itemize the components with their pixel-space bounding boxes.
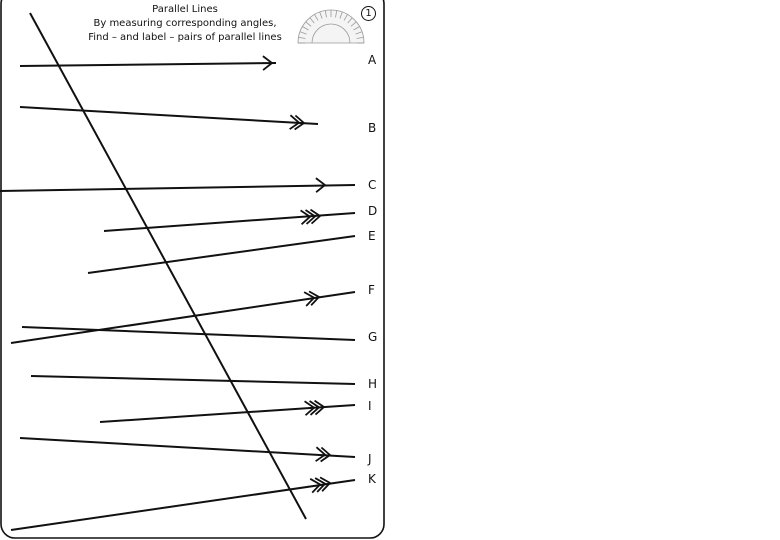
line-c-segment <box>0 184 356 192</box>
protractor-tick <box>302 26 309 31</box>
protractor-tick <box>319 11 323 19</box>
parallel-arrow-marker <box>305 209 317 225</box>
line-b <box>19 106 319 131</box>
transversal-line <box>29 12 307 520</box>
line-f <box>10 290 356 344</box>
line-label-f: F <box>368 283 375 297</box>
protractor-tick <box>353 26 360 31</box>
line-label-j: J <box>368 452 372 466</box>
parallel-arrow-marker <box>309 478 322 494</box>
line-e <box>87 235 356 274</box>
worksheet-border <box>0 0 385 539</box>
instruction-line-2: Find – and label – pairs of parallel lin… <box>88 32 282 43</box>
protractor-tick <box>347 17 353 24</box>
parallel-arrow-marker <box>289 114 301 130</box>
parallel-arrow-marker <box>309 400 321 416</box>
line-k-segment <box>10 479 356 531</box>
parallel-arrow-marker <box>303 291 316 307</box>
protractor-tick <box>356 36 364 39</box>
line-h <box>30 375 356 385</box>
line-label-b: B <box>368 121 377 135</box>
protractor-tick <box>309 17 315 24</box>
parallel-arrow-marker <box>315 446 327 462</box>
protractor-tick <box>335 10 338 18</box>
line-g <box>21 326 356 341</box>
protractor-tick <box>355 31 363 35</box>
parallel-arrow-marker <box>262 55 274 71</box>
line-label-e: E <box>368 229 376 243</box>
parallel-arrow-marker <box>315 177 327 193</box>
parallel-arrow-marker <box>304 400 316 416</box>
line-j-segment <box>19 437 356 458</box>
line-e-segment <box>87 235 356 274</box>
page-title: Parallel Lines <box>152 4 218 15</box>
parallel-arrow-marker <box>314 399 326 416</box>
parallel-arrow-marker <box>320 446 332 463</box>
line-label-i: I <box>368 399 372 413</box>
protractor-tick <box>339 11 343 19</box>
line-label-k: K <box>368 472 376 486</box>
protractor-tick <box>314 14 319 21</box>
line-c <box>0 177 356 193</box>
line-k <box>10 476 356 531</box>
line-a-segment <box>19 62 277 67</box>
parallel-arrow-marker <box>308 290 321 306</box>
line-label-c: C <box>368 178 377 192</box>
line-j <box>19 437 356 463</box>
protractor-tick <box>350 21 357 27</box>
line-h-segment <box>30 375 356 385</box>
line-d <box>103 208 356 232</box>
line-label-a: A <box>368 53 377 67</box>
instruction-line-1: By measuring corresponding angles, <box>93 18 277 29</box>
line-label-h: H <box>368 377 378 391</box>
parallel-arrow-marker <box>314 477 327 493</box>
line-g-segment <box>21 326 356 341</box>
line-i <box>99 399 356 423</box>
protractor-tick <box>324 10 327 18</box>
line-label-d: D <box>368 204 378 218</box>
protractor-tick <box>299 31 307 35</box>
parallel-arrow-marker <box>294 114 306 131</box>
parallel-arrow-marker <box>310 208 322 225</box>
protractor-tick <box>298 36 306 39</box>
line-b-segment <box>19 106 319 125</box>
protractor-tick <box>305 21 312 27</box>
line-f-segment <box>10 291 356 344</box>
protractor-icon <box>297 9 365 44</box>
parallel-arrow-marker <box>300 209 312 226</box>
sheet-number-badge: 1 <box>361 6 376 21</box>
parallel-arrow-marker <box>319 476 332 492</box>
line-label-g: G <box>368 330 378 344</box>
protractor-tick <box>343 14 348 21</box>
line-a <box>19 55 277 71</box>
